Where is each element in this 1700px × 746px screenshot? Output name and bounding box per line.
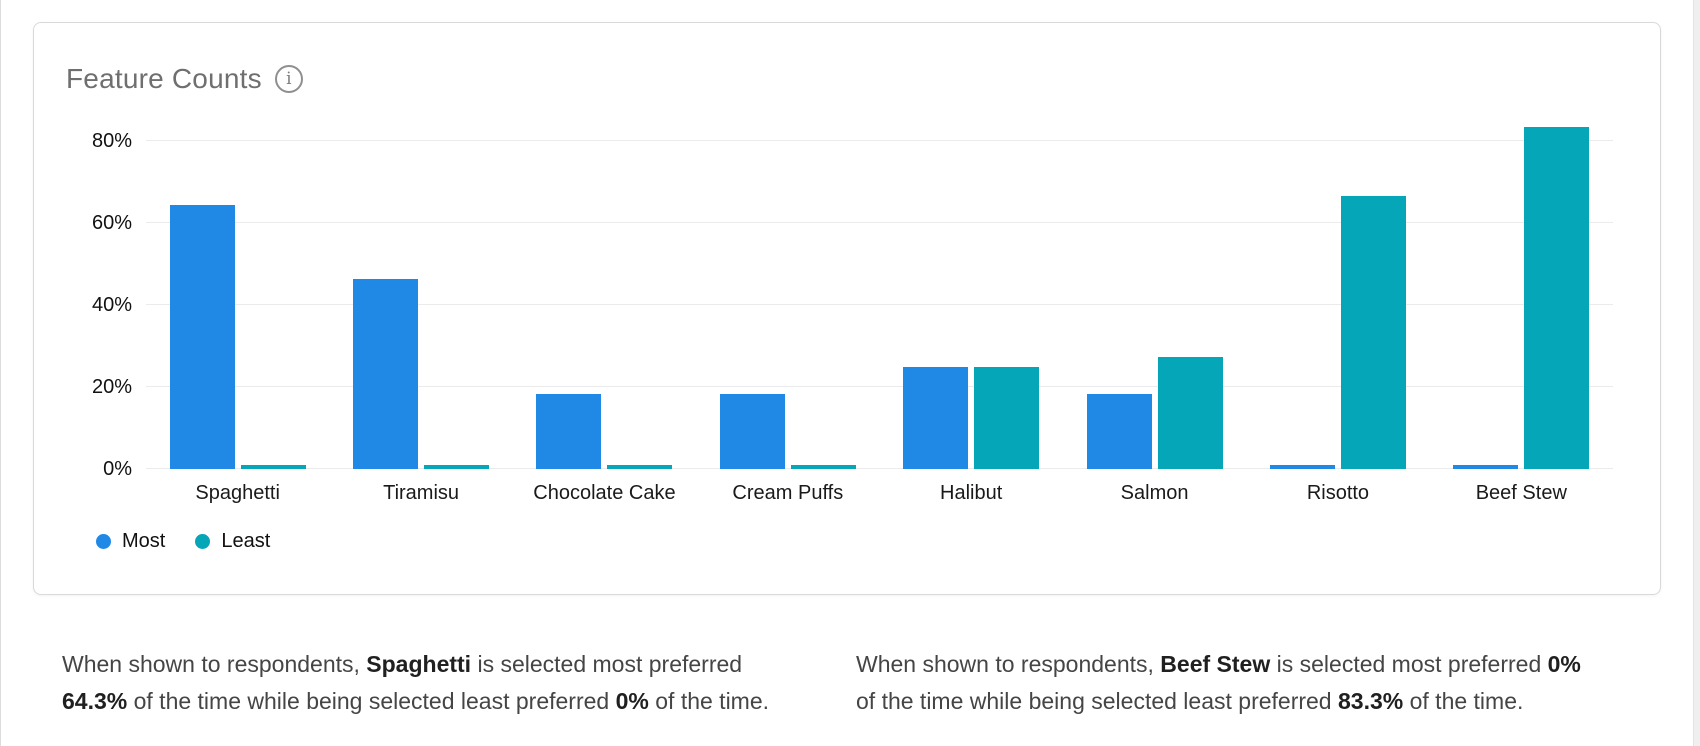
category-group-salmon: Salmon [1063, 113, 1246, 504]
info-icon[interactable]: i [274, 65, 303, 93]
summary-highlight: 64.3% [62, 688, 128, 714]
bar-least-salmon[interactable] [1157, 357, 1223, 469]
legend-label-least: Least [221, 530, 271, 552]
legend-item-most: Most [96, 530, 165, 553]
y-axis: 0% 20% 40% 60% 80% [34, 113, 138, 480]
summary-highlight: Beef Stew [1160, 651, 1271, 677]
summary-notes: When shown to respondents, Spaghetti is … [62, 646, 1601, 720]
legend-item-least: Least [195, 530, 270, 553]
panel-left-divider [0, 0, 1, 746]
summary-text-least: When shown to respondents, Beef Stew is … [856, 646, 1601, 720]
y-axis-tick: 0% [103, 458, 132, 480]
summary-segment: is selected most preferred [1270, 651, 1548, 677]
x-axis-label-tiramisu: Tiramisu [383, 482, 460, 504]
x-axis-label-beef-stew: Beef Stew [1475, 482, 1567, 504]
bar-most-risotto[interactable] [1269, 465, 1335, 469]
card-title: Feature Counts [66, 63, 262, 94]
x-axis-label-halibut: Halibut [940, 482, 1003, 504]
card-header: Feature Counts i [66, 63, 303, 95]
plot-area: Spaghetti Tiramisu Chocolate Cake Cream Puf… [146, 113, 1613, 504]
summary-segment: of the time while being selected least p… [127, 688, 616, 714]
bar-least-cream-puffs[interactable] [790, 465, 856, 469]
category-group-chocolate-cake: Chocolate Cake [513, 113, 696, 504]
category-group-cream-puffs: Cream Puffs [696, 113, 879, 504]
summary-segment: of the time. [648, 688, 770, 714]
bar-least-beef-stew[interactable] [1524, 127, 1590, 469]
summary-segment: of the time. [1403, 688, 1524, 714]
bar-least-halibut[interactable] [974, 366, 1040, 469]
bar-least-spaghetti[interactable] [240, 465, 306, 469]
x-axis-label-cream-puffs: Cream Puffs [732, 482, 844, 504]
category-group-risotto: Risotto [1246, 113, 1429, 504]
bar-least-chocolate-cake[interactable] [607, 465, 673, 469]
gridline [146, 468, 1613, 469]
legend-dot-most-icon [96, 534, 111, 549]
gridline [146, 386, 1613, 387]
gridline [146, 140, 1613, 141]
bar-most-salmon[interactable] [1086, 394, 1152, 469]
bar-row: Spaghetti Tiramisu Chocolate Cake Cream Puf… [146, 113, 1613, 504]
bar-most-chocolate-cake[interactable] [536, 394, 602, 469]
bar-least-risotto[interactable] [1340, 195, 1406, 469]
panel-right-divider [1693, 0, 1700, 746]
bar-most-tiramisu[interactable] [353, 278, 419, 469]
chart-legend: Most Least [96, 530, 270, 553]
y-axis-tick: 60% [91, 212, 132, 234]
legend-dot-least-icon [195, 534, 211, 549]
x-axis-label-risotto: Risotto [1306, 482, 1370, 504]
gridline [146, 304, 1613, 305]
category-group-beef-stew: Beef Stew [1430, 113, 1613, 504]
summary-segment: When shown to respondents, [62, 651, 367, 677]
summary-segment: of the time while being selected least p… [856, 688, 1338, 714]
summary-highlight: Spaghetti [366, 651, 472, 677]
summary-segment: When shown to respondents, [856, 651, 1161, 677]
bar-most-halibut[interactable] [903, 366, 969, 469]
bar-least-tiramisu[interactable] [424, 465, 490, 469]
bar-most-cream-puffs[interactable] [719, 394, 785, 469]
y-axis-tick: 80% [91, 130, 132, 152]
bar-most-spaghetti[interactable] [169, 205, 235, 469]
summary-highlight: 83.3% [1338, 688, 1404, 714]
legend-label-most: Most [122, 530, 166, 552]
x-axis-label-spaghetti: Spaghetti [195, 482, 280, 504]
summary-highlight: 0% [1547, 651, 1581, 677]
summary-highlight: 0% [615, 688, 649, 714]
summary-segment: is selected most preferred [471, 651, 743, 677]
summary-text-most: When shown to respondents, Spaghetti is … [62, 646, 807, 720]
gridline [146, 222, 1613, 223]
y-axis-tick: 40% [91, 294, 132, 316]
x-axis-label-salmon: Salmon [1120, 482, 1189, 504]
category-group-halibut: Halibut [880, 113, 1063, 504]
category-group-spaghetti: Spaghetti [146, 113, 329, 504]
category-group-tiramisu: Tiramisu [329, 113, 512, 504]
y-axis-tick: 20% [91, 376, 132, 398]
bar-most-beef-stew[interactable] [1453, 465, 1519, 469]
feature-counts-card: Feature Counts i 0% 20% 40% 60% 80% Spaghett… [33, 22, 1661, 595]
x-axis-label-chocolate-cake: Chocolate Cake [533, 482, 676, 504]
